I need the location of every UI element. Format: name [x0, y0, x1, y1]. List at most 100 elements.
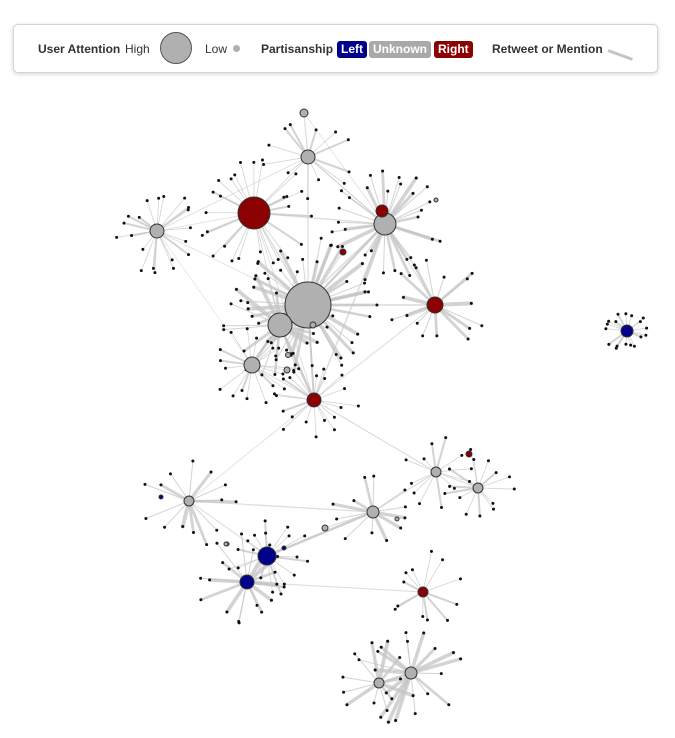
leaf-node — [267, 143, 271, 147]
leaf-node — [272, 392, 276, 396]
leaf-node — [347, 196, 351, 200]
leaf-node — [332, 428, 336, 432]
leaf-edge — [377, 681, 415, 698]
leaf-node — [614, 320, 618, 324]
leaf-node — [276, 258, 280, 262]
leaf-edge — [187, 499, 209, 547]
leaf-node — [385, 709, 389, 713]
leaf-edge — [422, 550, 432, 593]
leaf-node — [352, 499, 356, 503]
leaf-node — [315, 374, 319, 378]
leaf-node — [464, 512, 468, 516]
left-hub-node — [620, 324, 634, 338]
unknown-hub-node — [223, 541, 229, 547]
left-hub-node — [239, 574, 255, 590]
unknown-hub-node — [299, 108, 309, 118]
leaf-edge — [379, 645, 413, 675]
leaf-node — [403, 516, 407, 520]
hub-link — [313, 399, 437, 473]
leaf-node — [468, 479, 472, 483]
leaf-edge — [419, 471, 437, 505]
leaf-node — [315, 260, 319, 264]
leaf-node — [231, 394, 235, 398]
unknown-hub-node — [149, 223, 165, 239]
leaf-node — [329, 243, 333, 247]
leaf-node — [442, 275, 446, 279]
leaf-node — [255, 336, 259, 340]
leaf-node — [162, 195, 166, 199]
unknown-hub-node — [309, 321, 317, 329]
leaf-node — [398, 655, 402, 659]
leaf-node — [184, 239, 188, 243]
leaf-edge — [343, 682, 380, 693]
hub-link — [188, 399, 315, 502]
leaf-node — [130, 234, 134, 238]
leaf-node — [405, 639, 409, 643]
hub-link — [313, 304, 436, 401]
leaf-node — [455, 602, 459, 606]
leaf-node — [363, 253, 367, 257]
leaf-node — [199, 576, 203, 580]
leaf-node — [159, 483, 163, 487]
leaf-node — [115, 235, 119, 239]
leaf-edge — [409, 671, 451, 707]
leaf-node — [334, 353, 338, 357]
leaf-node — [334, 130, 338, 134]
leaf-node — [293, 363, 297, 367]
leaf-node — [281, 427, 285, 431]
leaf-edge — [422, 578, 461, 593]
leaf-node — [168, 472, 172, 476]
leaf-node — [472, 457, 476, 461]
leaf-edge — [422, 559, 443, 593]
hub-link — [251, 364, 315, 401]
leaf-node — [366, 290, 370, 294]
leaf-node — [242, 349, 246, 353]
leaf-node — [144, 516, 148, 520]
leaf-node — [341, 675, 345, 679]
leaf-node — [342, 181, 346, 185]
leaf-node — [405, 313, 409, 317]
leaf-node — [215, 541, 219, 545]
leaf-node — [401, 295, 405, 299]
leaf-node — [638, 320, 642, 324]
leaf-node — [253, 277, 257, 281]
leaf-node — [229, 177, 233, 181]
leaf-node — [204, 211, 208, 215]
leaf-node — [340, 373, 344, 377]
leaf-node — [294, 172, 298, 176]
hub-link — [324, 511, 374, 529]
leaf-node — [281, 409, 285, 413]
leaf-node — [187, 205, 191, 209]
leaf-node — [200, 233, 204, 237]
leaf-node — [256, 260, 260, 264]
leaf-node — [624, 342, 628, 346]
leaf-node — [246, 307, 250, 311]
leaf-node — [402, 580, 406, 584]
leaf-node — [342, 690, 346, 694]
leaf-node — [322, 367, 326, 371]
leaf-node — [443, 491, 447, 495]
leaf-node — [271, 590, 275, 594]
leaf-node — [394, 719, 398, 723]
leaf-node — [227, 567, 231, 571]
leaf-node — [644, 333, 648, 337]
leaf-node — [411, 694, 415, 698]
leaf-node — [607, 319, 611, 323]
leaf-node — [616, 312, 620, 316]
leaf-node — [258, 250, 262, 254]
leaf-node — [251, 548, 255, 552]
leaf-node — [234, 500, 238, 504]
leaf-node — [305, 341, 309, 345]
leaf-node — [345, 279, 349, 283]
leaf-node — [604, 327, 608, 331]
leaf-node — [363, 278, 367, 282]
attention-label: User Attention — [38, 42, 121, 56]
leaf-node — [209, 470, 213, 474]
leaf-node — [287, 204, 291, 208]
leaf-node — [384, 691, 388, 695]
leaf-node — [223, 483, 227, 487]
leaf-edge — [164, 500, 190, 528]
leaf-node — [257, 321, 261, 325]
leaf-edge — [145, 500, 190, 519]
small-node — [158, 494, 164, 500]
